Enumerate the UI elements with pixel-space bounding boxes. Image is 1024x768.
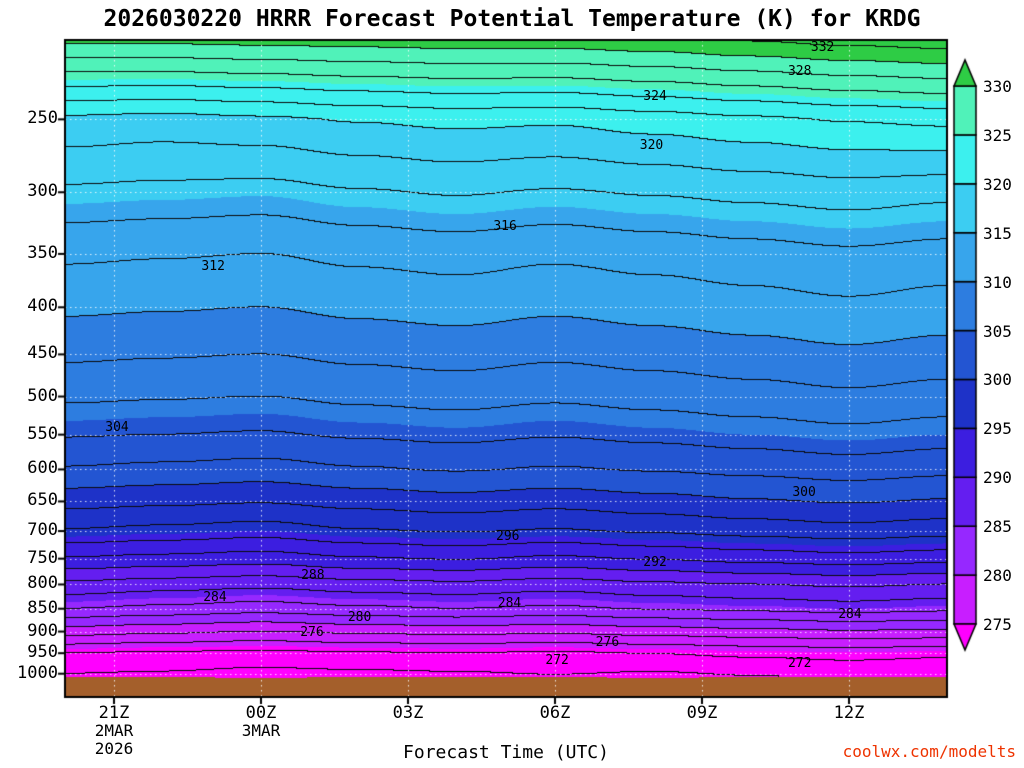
colorbar-tick-label: 300 bbox=[983, 370, 1012, 390]
contour-label: 288 bbox=[301, 568, 325, 584]
contour-label: 272 bbox=[545, 652, 569, 668]
y-tick-label: 650 bbox=[27, 490, 58, 511]
colorbar-tick-label: 285 bbox=[983, 517, 1012, 537]
contour-label: 292 bbox=[643, 554, 667, 570]
contour-label: 324 bbox=[643, 88, 667, 104]
contour-label: 296 bbox=[496, 529, 520, 545]
y-tick-label: 1000 bbox=[17, 662, 58, 683]
y-tick-label: 400 bbox=[27, 296, 58, 317]
x-tick-date-label: 2026 bbox=[94, 739, 134, 758]
x-tick-label: 03Z bbox=[392, 703, 424, 723]
y-tick-label: 550 bbox=[27, 423, 58, 444]
colorbar-tick-label: 315 bbox=[983, 223, 1012, 243]
y-tick-label: 750 bbox=[27, 547, 58, 568]
colorbar-tick-label: 280 bbox=[983, 566, 1012, 586]
colorbar-tick-label: 295 bbox=[983, 419, 1012, 439]
contour-label: 284 bbox=[203, 590, 227, 606]
contour-label: 284 bbox=[838, 606, 862, 622]
y-tick-label: 600 bbox=[27, 458, 58, 479]
contour-label: 332 bbox=[810, 39, 835, 55]
page-title: 2026030220 HRRR Forecast Potential Tempe… bbox=[103, 6, 921, 32]
x-tick-label: 12Z bbox=[833, 703, 865, 723]
contour-label: 276 bbox=[300, 625, 324, 641]
contour-label: 280 bbox=[347, 610, 372, 626]
y-tick-label: 850 bbox=[27, 597, 58, 618]
contour-label: 276 bbox=[595, 635, 620, 651]
contour-label: 272 bbox=[787, 656, 812, 672]
x-tick-date-label: 2MAR bbox=[94, 721, 134, 740]
y-tick-label: 350 bbox=[27, 242, 58, 263]
y-tick-label: 250 bbox=[27, 108, 58, 129]
x-tick-label: 21Z bbox=[98, 703, 130, 723]
x-tick-label: 06Z bbox=[539, 703, 571, 723]
colorbar-tick-label: 290 bbox=[983, 468, 1012, 488]
y-tick-label: 800 bbox=[27, 573, 58, 594]
x-axis-title: Forecast Time (UTC) bbox=[403, 742, 609, 763]
colorbar-tick-label: 330 bbox=[983, 77, 1012, 96]
y-tick-label: 950 bbox=[27, 642, 58, 663]
colorbar-tick-label: 305 bbox=[983, 321, 1012, 341]
contour-label: 328 bbox=[787, 63, 812, 79]
contour-label: 316 bbox=[493, 219, 517, 235]
contour-label: 320 bbox=[639, 138, 664, 154]
contour-label: 284 bbox=[497, 595, 522, 611]
x-tick-label: 09Z bbox=[686, 703, 718, 723]
x-tick-label: 00Z bbox=[245, 703, 277, 723]
colorbar-tick-label: 320 bbox=[983, 174, 1012, 194]
contour-label: 312 bbox=[201, 259, 225, 275]
colorbar-tick-label: 310 bbox=[983, 272, 1012, 292]
watermark: coolwx.com/modelts bbox=[842, 742, 1016, 761]
colorbar-tick-label: 325 bbox=[983, 125, 1012, 145]
contour-label: 304 bbox=[105, 419, 129, 435]
y-tick-label: 700 bbox=[27, 520, 58, 541]
y-tick-label: 300 bbox=[27, 181, 58, 202]
y-tick-label: 900 bbox=[27, 620, 58, 641]
y-tick-label: 500 bbox=[27, 385, 58, 406]
x-tick-date-label: 3MAR bbox=[241, 721, 281, 740]
colorbar-tick-label: 275 bbox=[983, 615, 1012, 634]
y-tick-label: 450 bbox=[27, 343, 58, 364]
contour-label: 300 bbox=[792, 485, 816, 501]
